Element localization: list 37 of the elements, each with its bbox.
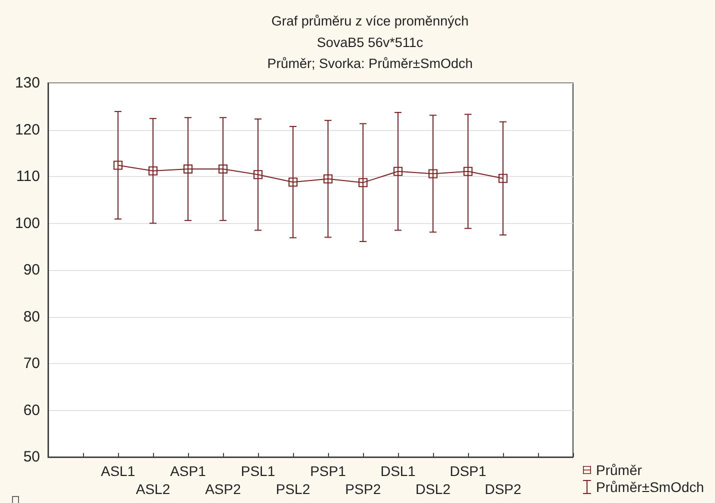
y-tick-label: 90	[23, 262, 40, 278]
point	[498, 174, 508, 183]
y-tick-label: 70	[23, 355, 40, 372]
x-tick-label: PSP2	[345, 481, 382, 497]
x-tick-label: PSP1	[310, 463, 346, 479]
y-tick-label: 80	[23, 308, 40, 326]
x-tick-label: DSP1	[450, 463, 486, 479]
point	[254, 170, 262, 180]
y-tick-label: 120	[14, 121, 40, 138]
legend-label: Průměr	[596, 462, 642, 478]
x-tick-label: DSP2	[484, 481, 522, 497]
text: Průměr±SmOdch	[596, 479, 704, 495]
x-tick-label: PSL1	[240, 463, 276, 479]
y-tick-label: 50	[23, 448, 40, 466]
point	[114, 160, 122, 170]
y-tick-label: 100	[14, 214, 40, 232]
x-tick-label: ASP1	[170, 463, 206, 479]
point	[218, 164, 228, 174]
x-tick-label: PSL2	[276, 481, 310, 497]
x-tick-label: DSL2	[415, 481, 451, 497]
x-tick-label: ASP2	[205, 481, 242, 497]
x-tick-label: DSL1	[380, 463, 416, 479]
point	[288, 178, 298, 187]
x-tick-label: ASL1	[100, 463, 136, 479]
point	[358, 178, 368, 188]
point	[428, 169, 438, 178]
point	[148, 166, 158, 176]
point	[464, 166, 472, 176]
point	[184, 164, 192, 174]
y-tick-label: 60	[23, 402, 40, 419]
x-tick-label: ASL2	[136, 481, 170, 497]
y-tick-label: 110	[16, 168, 40, 185]
point	[394, 166, 402, 176]
chart-subtitle: SovaB5 56v*511c Průměr; Svorka: Průměr±SmOdch	[267, 35, 473, 71]
chart-title: Graf průměru z více proměnných	[271, 14, 469, 28]
y-tick-label: 130	[14, 74, 40, 92]
point	[324, 174, 332, 184]
